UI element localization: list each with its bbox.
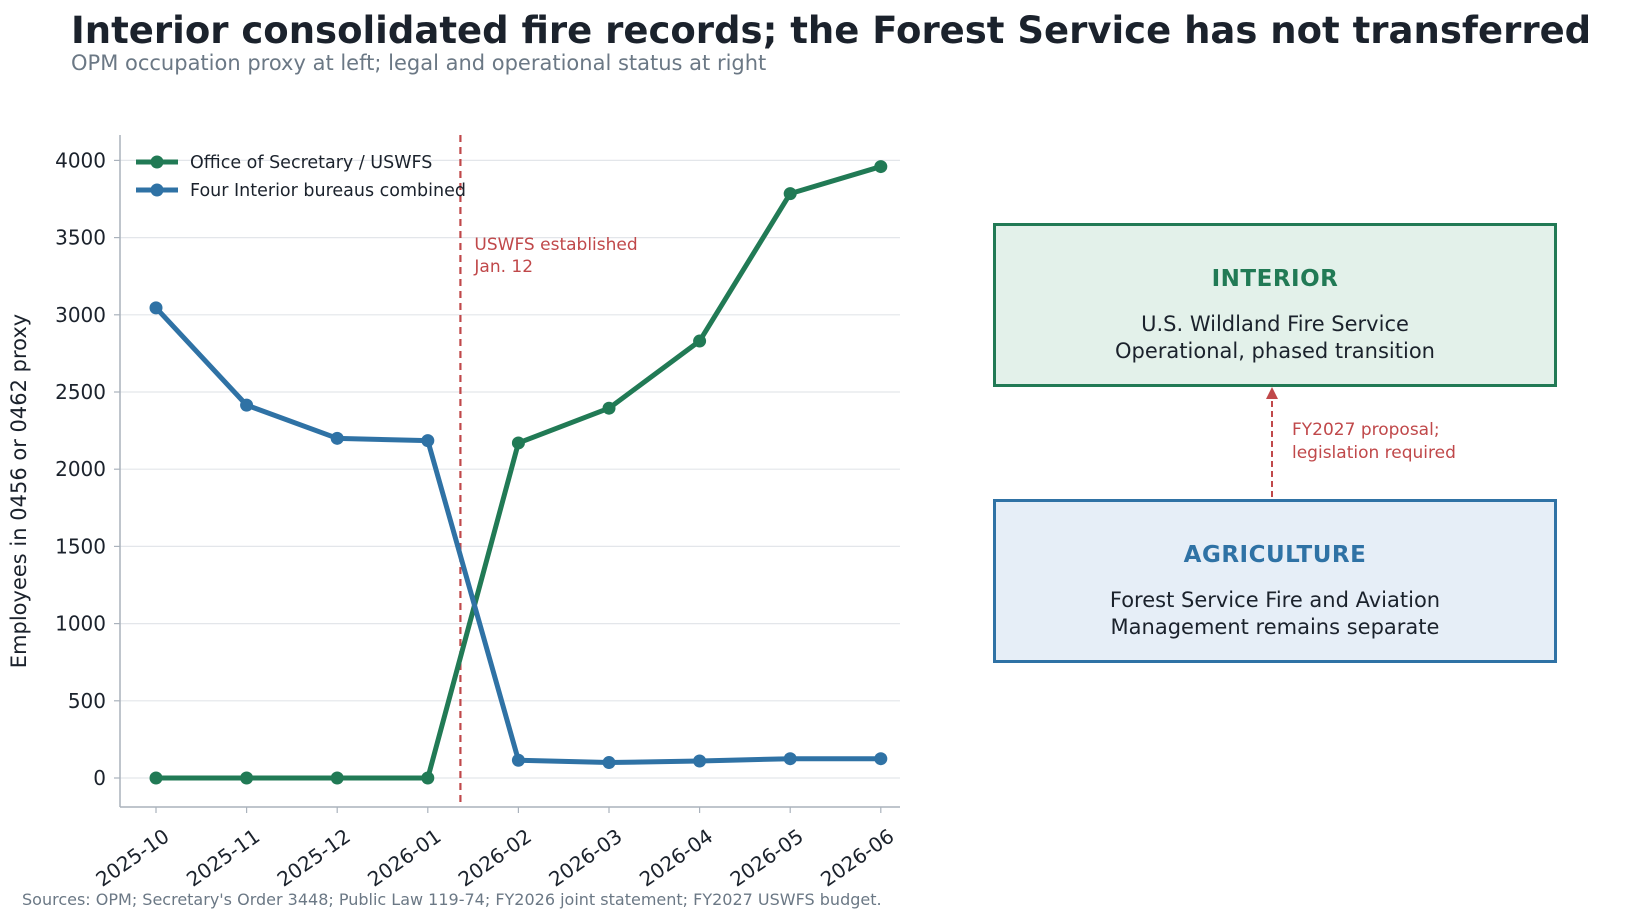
- proposal-label-line-1: FY2027 proposal;: [1292, 420, 1440, 440]
- legend-label: Four Interior bureaus combined: [190, 181, 466, 201]
- y-tick-label: 1000: [55, 612, 106, 636]
- data-point: [149, 301, 163, 315]
- data-point: [330, 431, 344, 445]
- x-tick-label: 2026-05: [726, 824, 808, 892]
- agriculture-status-box: AGRICULTURE Forest Service Fire and Avia…: [993, 499, 1557, 663]
- data-point: [783, 752, 797, 766]
- data-point: [874, 752, 888, 766]
- sources-note: Sources: OPM; Secretary's Order 3448; Pu…: [22, 890, 882, 909]
- data-point: [602, 756, 616, 770]
- interior-line-1: U.S. Wildland Fire Service: [1141, 312, 1409, 336]
- legend-swatch-marker: [150, 155, 164, 169]
- data-point: [330, 771, 344, 785]
- y-tick-label: 4000: [55, 148, 106, 172]
- x-tick-label: 2026-02: [454, 824, 536, 892]
- x-tick-label: 2026-01: [363, 824, 445, 892]
- data-point: [240, 771, 254, 785]
- data-point: [511, 436, 525, 450]
- legend-swatch-marker: [150, 183, 164, 197]
- data-point: [149, 771, 163, 785]
- series-line: [153, 305, 884, 766]
- data-point: [511, 753, 525, 767]
- data-point: [874, 160, 888, 174]
- x-tick-label: 2026-03: [544, 824, 626, 892]
- page-title: Interior consolidated fire records; the …: [71, 9, 1592, 52]
- x-tick-label: 2025-11: [182, 824, 264, 892]
- data-point: [693, 754, 707, 768]
- x-tick-label: 2026-06: [816, 824, 898, 892]
- y-tick-label: 2000: [55, 457, 106, 481]
- y-tick-label: 3500: [55, 226, 106, 250]
- agriculture-line-1: Forest Service Fire and Aviation: [1109, 588, 1441, 612]
- interior-status-box: INTERIOR U.S. Wildland Fire Service Oper…: [993, 223, 1557, 387]
- event-label: USWFS established: [474, 235, 637, 255]
- x-tick-label: 2025-10: [91, 824, 173, 892]
- y-axis-label: Employees in 0456 or 0462 proxy: [7, 314, 31, 668]
- data-point: [240, 398, 254, 412]
- data-point: [693, 334, 707, 348]
- event-label: Jan. 12: [473, 257, 533, 277]
- x-tick-label: 2026-04: [635, 824, 717, 892]
- data-point: [602, 401, 616, 415]
- legend-label: Office of Secretary / USWFS: [190, 153, 432, 173]
- agriculture-line-2: Management remains separate: [1110, 615, 1440, 639]
- transfer-arrow: [1266, 387, 1278, 497]
- interior-title: INTERIOR: [1211, 266, 1339, 292]
- data-point: [783, 187, 797, 201]
- y-tick-label: 500: [68, 689, 106, 713]
- interior-line-2: Operational, phased transition: [1115, 339, 1435, 363]
- page-subtitle: OPM occupation proxy at left; legal and …: [71, 51, 767, 75]
- data-point: [421, 434, 435, 448]
- x-tick-label: 2025-12: [273, 824, 355, 892]
- y-tick-label: 3000: [55, 303, 106, 327]
- agriculture-title: AGRICULTURE: [1183, 542, 1367, 568]
- y-tick-label: 2500: [55, 380, 106, 404]
- data-point: [421, 771, 435, 785]
- y-tick-label: 0: [93, 766, 106, 790]
- proposal-label-line-2: legislation required: [1292, 443, 1456, 463]
- y-tick-label: 1500: [55, 534, 106, 558]
